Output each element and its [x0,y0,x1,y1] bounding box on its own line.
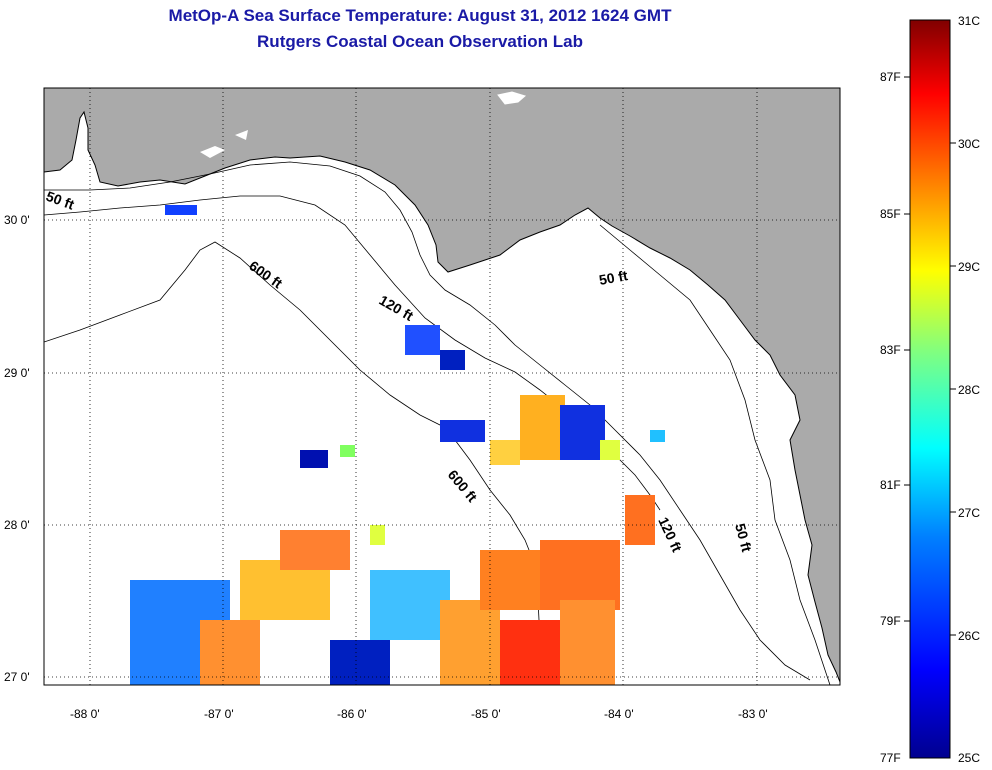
contour-600ft [44,241,543,685]
lon-tick-label: -85 0' [471,707,501,721]
lon-tick-label: -87 0' [204,707,234,721]
colorbar-celsius-label: 31C [958,14,980,28]
land-area [44,88,840,683]
lat-tick-label: 27 0' [4,670,30,684]
contour-label-50ft-east: 50 ft [598,267,629,288]
lat-tick-label: 30 0' [4,213,30,227]
contour-label-50ft-south: 50 ft [732,522,755,554]
lon-tick-label: -84 0' [604,707,634,721]
colorbar-celsius-label: 26C [958,629,980,643]
contour-50ft [44,161,811,681]
colorbar-celsius-label: 25C [958,751,980,765]
lat-tick-label: 29 0' [4,366,30,380]
colorbar-celsius-label: 30C [958,137,980,151]
colorbar-fahrenheit-label: 77F [880,751,901,765]
colorbar-fahrenheit-label: 79F [880,614,901,628]
colorbar-celsius-label: 28C [958,383,980,397]
map-title: MetOp-A Sea Surface Temperature: August … [168,6,672,25]
colorbar-fahrenheit-label: 81F [880,478,901,492]
map-subtitle: Rutgers Coastal Ocean Observation Lab [257,32,583,51]
colorbar-fahrenheit-label: 85F [880,207,901,221]
colorbar-celsius-label: 27C [958,506,980,520]
colorbar-fahrenheit-label: 83F [880,343,901,357]
lon-tick-label: -86 0' [337,707,367,721]
colorbar-fahrenheit-label: 87F [880,70,901,84]
lat-tick-label: 28 0' [4,518,30,532]
sst-patches [130,205,665,685]
grid-lines [44,88,840,685]
colorbar-celsius-label: 29C [958,260,980,274]
lon-tick-label: -88 0' [70,707,100,721]
lon-tick-label: -83 0' [738,707,768,721]
map-frame [43,87,841,686]
colorbar [909,19,951,759]
